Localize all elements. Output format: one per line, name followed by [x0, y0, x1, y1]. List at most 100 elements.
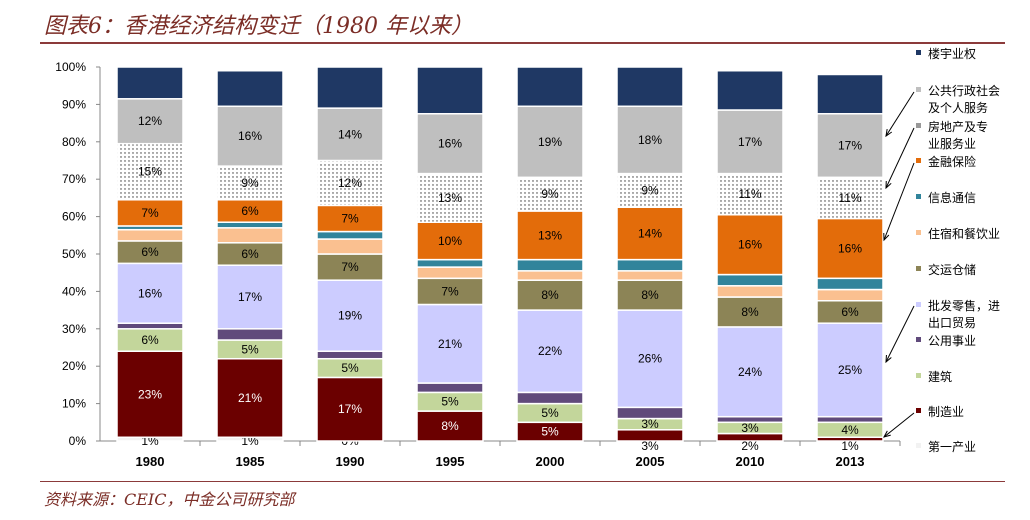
- legend-item: 制造业: [916, 405, 964, 419]
- bar-segment: [816, 277, 884, 291]
- data-label: 17%: [338, 402, 362, 416]
- data-label: 7%: [341, 260, 359, 274]
- bar-segment: [116, 228, 184, 242]
- bar-segment: [316, 230, 384, 240]
- data-label: 18%: [638, 133, 662, 147]
- legend-item: 楼宇业权: [916, 46, 976, 61]
- data-label: 14%: [338, 127, 362, 141]
- legend-label: 房地产及专业服务业: [928, 119, 988, 151]
- bar-segment: [316, 376, 384, 442]
- bar-segment: [716, 273, 784, 287]
- data-label: 17%: [838, 139, 862, 153]
- source-divider: [40, 481, 1005, 482]
- data-label: 16%: [438, 137, 462, 151]
- arrowhead-icon: [885, 354, 892, 364]
- data-label: 2%: [741, 439, 759, 453]
- y-tick-label: 40%: [62, 284, 86, 298]
- arrowhead-icon: [882, 430, 891, 438]
- legend-swatch: [916, 230, 921, 235]
- arrowhead-icon: [883, 232, 890, 242]
- bar-segment: [316, 350, 384, 360]
- legend-item: 批发零售，进出口贸易: [916, 298, 1000, 330]
- x-tick-label: 1980: [136, 454, 165, 469]
- bar-segment: [716, 285, 784, 298]
- data-label: 7%: [341, 211, 359, 225]
- arrowhead-icon: [885, 180, 892, 190]
- bar-segment: [616, 279, 684, 311]
- bar-segment: [416, 410, 484, 442]
- bar-segment: [516, 66, 584, 108]
- legend-arrow: [885, 127, 915, 189]
- y-tick-label: 0%: [69, 434, 87, 448]
- legend-swatch: [916, 123, 921, 128]
- bar-segment: [616, 270, 684, 281]
- bar-segment: [816, 73, 884, 115]
- data-label: 5%: [541, 425, 559, 439]
- legend-item: 交运仓储: [916, 262, 976, 277]
- data-label: 8%: [741, 305, 759, 319]
- data-label: 12%: [138, 114, 162, 128]
- legend-label: 制造业: [928, 405, 964, 419]
- y-tick-label: 20%: [62, 359, 86, 373]
- data-label: 3%: [641, 417, 659, 431]
- legend-swatch: [916, 373, 921, 378]
- bar-segment: [716, 296, 784, 328]
- legend-label: 批发零售，进出口贸易: [928, 298, 1000, 330]
- bar-segment: [216, 227, 284, 244]
- x-tick-label: 1990: [336, 454, 365, 469]
- legend-swatch: [916, 50, 921, 55]
- legend-item: 金融保险: [916, 154, 976, 169]
- bar-segment: [316, 279, 384, 352]
- data-label: 5%: [241, 342, 259, 356]
- data-label: 24%: [738, 365, 762, 379]
- bar-segment: [716, 326, 784, 418]
- legend-label: 金融保险: [928, 154, 976, 169]
- y-tick-label: 70%: [62, 172, 86, 186]
- legend-swatch: [916, 266, 921, 271]
- data-label: 9%: [641, 183, 659, 197]
- data-label: 16%: [238, 129, 262, 143]
- chart-title: 图表6：香港经济结构变迁（1980 年以来）: [44, 14, 473, 39]
- data-label: 16%: [838, 241, 862, 255]
- legend-item: 信息通信: [916, 190, 976, 205]
- data-label: 8%: [441, 419, 459, 433]
- y-tick-label: 80%: [62, 135, 86, 149]
- bar-segment: [216, 221, 284, 229]
- bar-segment: [516, 270, 584, 281]
- x-tick-label: 2000: [536, 454, 565, 469]
- legend-label: 第一产业: [928, 440, 976, 454]
- legend-label: 建筑: [928, 369, 952, 384]
- legend-item: 公共行政社会及个人服务: [916, 83, 1000, 115]
- bar-segment: [616, 66, 684, 108]
- source-note: 资料来源：CEIC，中金公司研究部: [44, 490, 295, 509]
- legend-item: 公用事业: [916, 334, 976, 348]
- bar-segment: [816, 113, 884, 179]
- data-label: 23%: [138, 387, 162, 401]
- bar-segment: [216, 165, 284, 201]
- data-label: 9%: [241, 176, 259, 190]
- legend-arrow: [885, 91, 915, 137]
- data-label: 3%: [741, 421, 759, 435]
- data-label: 6%: [241, 204, 259, 218]
- data-label: 6%: [141, 333, 159, 347]
- x-tick-label: 2010: [736, 454, 765, 469]
- bar-segment: [116, 66, 184, 100]
- data-label: 6%: [241, 247, 259, 261]
- bar-segment: [816, 415, 884, 424]
- data-label: 11%: [838, 191, 861, 205]
- data-label: 10%: [438, 234, 462, 248]
- bar-segment: [716, 172, 784, 216]
- data-label: 12%: [338, 176, 362, 190]
- data-label: 7%: [441, 284, 459, 298]
- data-label: 25%: [838, 363, 862, 377]
- data-label: 22%: [538, 344, 562, 358]
- data-label: 16%: [738, 238, 762, 252]
- bar-segment: [616, 258, 684, 272]
- legend-swatch: [916, 158, 921, 163]
- bar-segment: [316, 253, 384, 281]
- bar-segment: [516, 391, 584, 405]
- x-tick-label: 2013: [836, 454, 865, 469]
- data-label: 17%: [738, 135, 762, 149]
- bar-segment: [516, 105, 584, 179]
